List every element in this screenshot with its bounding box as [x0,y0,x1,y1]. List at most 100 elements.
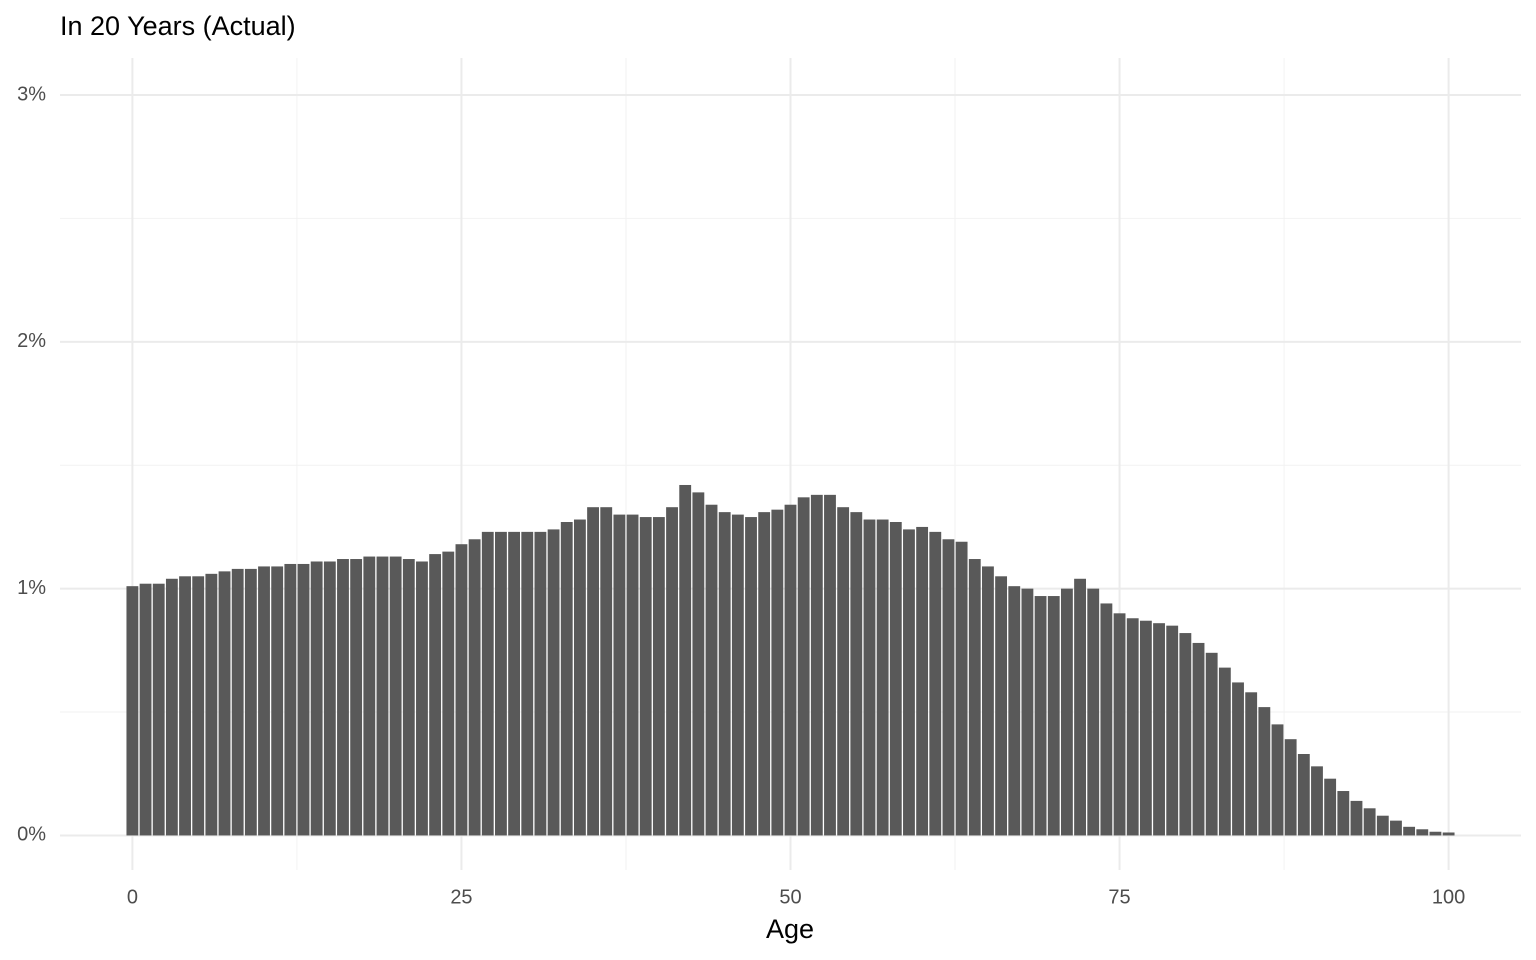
x-tick-label: 25 [450,886,472,908]
bar [1113,613,1126,836]
bar [1192,642,1205,836]
bar [534,531,547,836]
bar [126,586,139,836]
bar [600,507,613,836]
y-tick-label: 1% [17,577,46,599]
x-tick-label: 0 [127,886,138,908]
bar [1021,588,1034,836]
y-tick-label: 3% [17,83,46,105]
bar [402,559,415,836]
bar [942,539,955,836]
bar [587,507,599,836]
bar [1100,603,1113,836]
bar [626,514,639,836]
bar [1179,633,1192,836]
bar [258,566,270,836]
bar [850,512,863,836]
bar [1258,707,1271,836]
bar [1153,623,1165,836]
bar [837,507,850,836]
bar [350,559,363,836]
bar [955,541,968,836]
y-tick-label: 2% [17,330,46,352]
bar [758,512,771,836]
bar [1126,618,1139,836]
bar [310,561,323,836]
bar [547,529,560,836]
bar [718,512,731,836]
bar [1350,800,1363,836]
bar [271,566,284,836]
bar [982,566,994,836]
bar [1337,791,1350,836]
x-tick-label: 100 [1432,886,1465,908]
bar [863,519,876,836]
bar [1271,724,1284,836]
bar [468,539,481,836]
bar [1311,766,1323,836]
bar [1324,778,1337,836]
bar [1166,625,1179,836]
chart-title: In 20 Years (Actual) [60,11,296,41]
bar [810,494,823,836]
bar [495,531,507,836]
x-tick-label: 50 [779,886,801,908]
bar [152,583,165,836]
bar [1034,596,1047,836]
bar [363,556,376,836]
bar [613,514,626,836]
bar [376,556,389,836]
x-axis-label: Age [766,914,814,944]
bar [1047,596,1060,836]
bar [508,531,521,836]
bar [784,504,797,836]
bar [1442,832,1455,836]
bar [1416,829,1429,836]
bar [521,531,534,836]
bar [929,531,942,836]
bar [1139,620,1152,836]
bar [337,559,349,836]
bar [481,531,494,836]
bar [231,568,244,836]
bar [705,504,718,836]
bar [455,544,468,836]
bar [244,568,257,836]
bar [731,514,744,836]
bar [666,507,678,836]
bar [560,522,573,836]
bar [1376,815,1389,836]
bar [1245,692,1258,836]
bar [1060,588,1073,836]
bar [1390,820,1402,836]
bar [771,509,784,836]
bar [876,519,889,836]
bar [1074,578,1086,836]
bar [916,526,929,836]
bar [205,573,218,836]
bar [1363,808,1376,836]
bar [1403,826,1416,836]
bar [323,561,336,836]
bar [297,563,310,836]
bar [1297,754,1310,836]
bar [995,576,1008,836]
bar [692,492,705,836]
bar [1218,667,1231,836]
bar [968,559,981,836]
bar [639,517,652,836]
bar [652,517,665,836]
bar [903,529,915,836]
bar [1429,831,1442,836]
bar [573,519,586,836]
bar [1284,739,1297,836]
bar [218,571,231,836]
y-tick-label: 0% [17,824,46,846]
bar [139,583,152,836]
bar [165,578,178,836]
bar [679,484,692,836]
bar [745,517,757,836]
bar [429,554,442,836]
bar [442,551,455,836]
